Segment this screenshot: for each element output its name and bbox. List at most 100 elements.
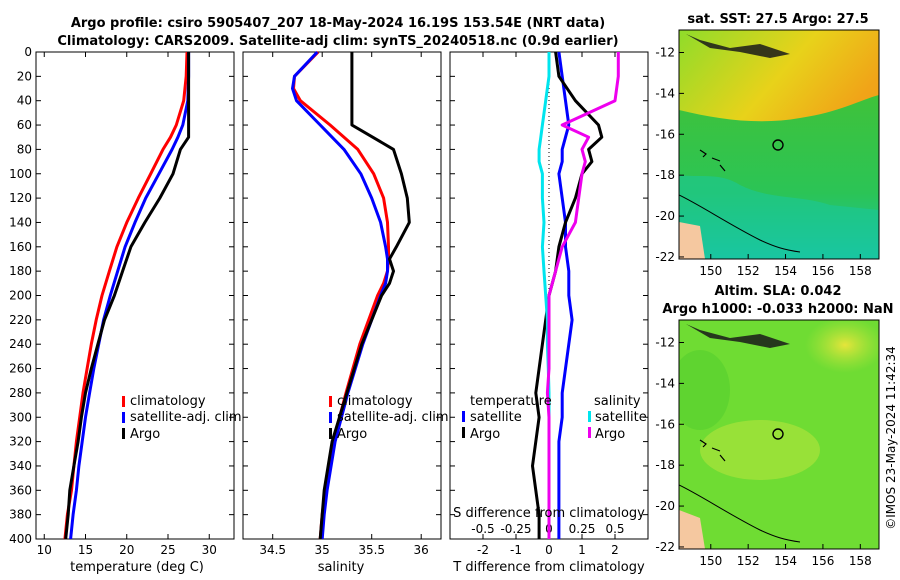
- legend-label-satellite: satellite-adj. clim: [337, 410, 449, 425]
- sst-argo-marker: [772, 139, 784, 151]
- legend-swatch-satellite: [122, 412, 125, 423]
- legend-swatch-s-satellite: [588, 411, 591, 422]
- s-tick-label: -0.5: [471, 522, 494, 536]
- sla-reef-outline: [679, 484, 801, 543]
- sst-map-ticks: 150 152 154 156 158 -12 -14 -16 -18 -20 -22: [655, 45, 871, 278]
- salinity-axes-box: [242, 51, 442, 540]
- lat-tick-label: -22: [655, 250, 675, 264]
- series-line-salinity-argo: [545, 52, 620, 539]
- y-tick-label: 280: [9, 386, 32, 400]
- lat-tick-label: -16: [655, 127, 675, 141]
- legend-label-argo: Argo: [337, 427, 367, 442]
- title-line-2: Climatology: CARS2009. Satellite-adj cli…: [57, 34, 618, 49]
- salinity-ticks: 34.5 35 35.5 36: [243, 51, 441, 557]
- x-tick-label: 2: [611, 543, 619, 557]
- y-tick-label: 300: [9, 410, 32, 424]
- imos-credit: ©IMOS 23-May-2024 11:42:34: [884, 346, 898, 530]
- y-tick-label: 260: [9, 362, 32, 376]
- y-tick-label: 80: [17, 142, 32, 156]
- lat-tick-label: -18: [655, 458, 675, 472]
- legend-swatch-argo: [329, 428, 332, 439]
- lat-tick-label: -20: [655, 209, 675, 223]
- s-tick-label: 0.5: [605, 522, 624, 536]
- x-tick-label: 20: [119, 543, 134, 557]
- lon-tick-label: 158: [849, 264, 872, 278]
- y-tick-label: 20: [17, 69, 32, 83]
- lon-tick-label: 152: [737, 264, 760, 278]
- sst-islands: [699, 149, 726, 172]
- sst-reef-outline: [679, 194, 801, 253]
- legend-swatch-satellite: [329, 412, 332, 423]
- sla-map-title-1: Altim. SLA: 0.042: [715, 284, 842, 299]
- sst-map: sat. SST: 27.5 Argo: 27.5 150 152 154 156 15…: [655, 12, 880, 278]
- lat-tick-label: -16: [655, 417, 675, 431]
- x-tick-label: 10: [37, 543, 52, 557]
- y-tick-label: 220: [9, 313, 32, 327]
- sla-high-anomaly: [805, 320, 879, 373]
- lat-tick-label: -22: [655, 540, 675, 554]
- sst-land-coast: [679, 222, 705, 259]
- x-tick-label: 35.5: [358, 543, 385, 557]
- y-tick-label: 320: [9, 435, 32, 449]
- y-tick-label: 120: [9, 191, 32, 205]
- sst-land-png: [686, 34, 790, 58]
- lon-tick-label: 154: [774, 554, 797, 568]
- legend-swatch-t-satellite: [462, 411, 465, 422]
- series-line-temperature-satellite: [557, 51, 574, 539]
- legend-label-t-satellite: satellite: [470, 410, 522, 425]
- difference-s-xlabel: S difference from climatology: [453, 506, 645, 521]
- sst-map-title: sat. SST: 27.5 Argo: 27.5: [687, 12, 868, 27]
- sla-land-png: [686, 324, 790, 348]
- lat-tick-label: -20: [655, 499, 675, 513]
- series-line-satellite-adj-clim: [291, 50, 389, 540]
- legend-label-t-argo: Argo: [470, 427, 500, 442]
- y-tick-label: 100: [9, 167, 32, 181]
- y-tick-label: 400: [9, 532, 32, 546]
- legend-label-s-argo: Argo: [595, 427, 625, 442]
- y-tick-label: 140: [9, 215, 32, 229]
- lat-tick-label: -14: [655, 376, 675, 390]
- sla-land-coast: [679, 510, 705, 549]
- lon-tick-label: 158: [849, 554, 872, 568]
- sla-mid-anomaly: [700, 420, 820, 480]
- legend-swatch-t-argo: [462, 427, 465, 438]
- x-tick-label: 34.5: [259, 543, 286, 557]
- sst-map-frame: [678, 29, 880, 260]
- legend-title-temperature: temperature: [470, 394, 552, 409]
- series-line-satellite-adj-clim: [69, 52, 191, 540]
- y-tick-label: 180: [9, 264, 32, 278]
- sla-map-title-2: Argo h1000: -0.033 h2000: NaN: [662, 302, 893, 317]
- y-tick-label: 380: [9, 508, 32, 522]
- y-tick-label: 240: [9, 337, 32, 351]
- salinity-lines: [291, 50, 411, 540]
- s-tick-label: 0.25: [569, 522, 596, 536]
- legend-label-climatology: climatology: [130, 394, 206, 409]
- lon-tick-label: 150: [699, 264, 722, 278]
- salinity-xlabel: salinity: [318, 560, 365, 575]
- sla-argo-marker: [772, 428, 784, 440]
- y-tick-label: 0: [24, 45, 32, 59]
- y-tick-label: 200: [9, 289, 32, 303]
- sla-map: Altim. SLA: 0.042 Argo h1000: -0.033 h20…: [655, 284, 893, 568]
- lon-tick-label: 156: [811, 554, 834, 568]
- x-tick-label: 30: [202, 543, 217, 557]
- x-tick-label: 35: [315, 543, 330, 557]
- difference-legend: temperature satellite Argo salinity sate…: [462, 394, 647, 442]
- difference-panel: -2 -1 0 1 2-0.5 -0.25 0 0.25 0.5 T difference fr…: [449, 51, 649, 575]
- legend-swatch-argo: [122, 428, 125, 439]
- lat-tick-label: -14: [655, 86, 675, 100]
- legend-title-salinity: salinity: [594, 394, 641, 409]
- lat-tick-label: -12: [655, 45, 675, 59]
- temperature-xlabel: temperature (deg C): [70, 560, 204, 575]
- x-tick-label: 25: [160, 543, 175, 557]
- series-line-argo: [318, 52, 411, 540]
- difference-xlabel: T difference from climatology: [452, 560, 645, 575]
- lon-tick-label: 154: [774, 264, 797, 278]
- temperature-lines: [63, 51, 191, 540]
- s-tick-label: -0.25: [500, 522, 531, 536]
- lat-tick-label: -12: [655, 335, 675, 349]
- temperature-legend: climatology satellite-adj. clim Argo: [122, 394, 242, 442]
- legend-swatch-climatology: [122, 396, 125, 407]
- x-tick-label: 1: [578, 543, 586, 557]
